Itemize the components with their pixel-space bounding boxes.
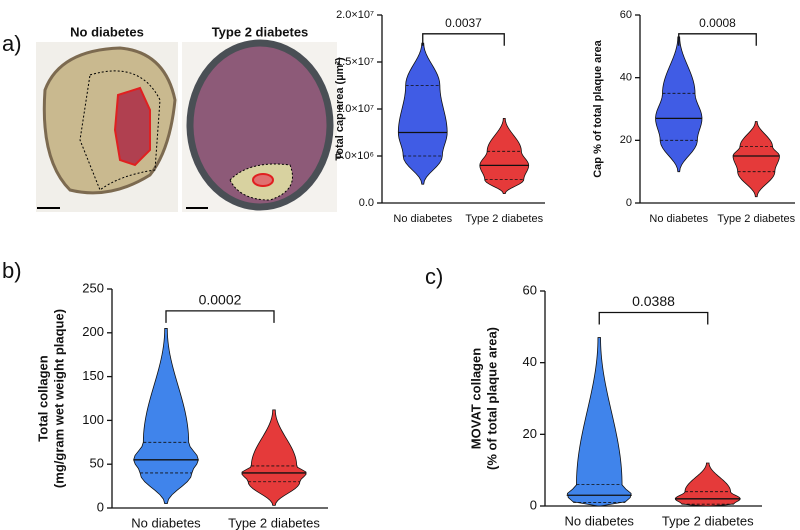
y-tick-label: 150 xyxy=(82,368,104,383)
x-tick-label: No diabetes xyxy=(649,213,708,225)
violin xyxy=(566,337,632,507)
y-tick-label: 60 xyxy=(523,282,537,297)
x-tick-label: Type 2 diabetes xyxy=(228,515,320,530)
micrograph xyxy=(182,39,337,212)
y-axis-title: (% of total plaque area) xyxy=(484,327,499,470)
panel-label: a) xyxy=(2,31,22,56)
y-tick-label: 40 xyxy=(620,72,632,84)
image-label: No diabetes xyxy=(70,24,144,39)
y-tick-label: 0 xyxy=(530,497,537,512)
p-value: 0.0037 xyxy=(445,16,482,30)
panel-label: b) xyxy=(2,258,22,283)
y-tick-label: 0 xyxy=(626,197,632,209)
y-axis-title: Total collagen xyxy=(35,355,50,441)
y-tick-label: 250 xyxy=(82,280,104,295)
y-axis-title: (mg/gram wet weight plaque) xyxy=(51,309,66,488)
micrograph xyxy=(36,42,178,212)
y-tick-label: 20 xyxy=(620,134,632,146)
significance-bracket xyxy=(422,33,505,46)
y-tick-label: 1.0×10⁷ xyxy=(336,103,374,115)
violin xyxy=(241,409,307,506)
x-tick-label: Type 2 diabetes xyxy=(465,213,543,225)
x-tick-label: No diabetes xyxy=(393,213,452,225)
y-tick-label: 0 xyxy=(97,499,104,514)
panel-label: c) xyxy=(425,264,443,289)
violin xyxy=(655,36,703,173)
violin xyxy=(479,118,530,194)
y-tick-label: 5.0×10⁶ xyxy=(336,150,374,162)
y-tick-label: 40 xyxy=(523,354,537,369)
y-axis-title: Total cap area (µm²) xyxy=(334,57,346,161)
x-tick-label: No diabetes xyxy=(131,515,201,530)
violin xyxy=(133,328,199,505)
p-value: 0.0008 xyxy=(699,16,736,30)
y-axis-title: MOVAT collagen xyxy=(468,348,483,449)
y-tick-label: 100 xyxy=(82,412,104,427)
y-tick-label: 50 xyxy=(90,456,104,471)
p-value: 0.0388 xyxy=(632,293,675,309)
violin xyxy=(674,462,741,507)
x-tick-label: Type 2 diabetes xyxy=(662,513,754,528)
y-tick-label: 0.0 xyxy=(359,197,374,209)
y-tick-label: 1.5×10⁷ xyxy=(336,56,374,68)
violin xyxy=(397,42,448,185)
y-tick-label: 2.0×10⁷ xyxy=(336,9,374,21)
x-tick-label: Type 2 diabetes xyxy=(717,213,795,225)
x-tick-label: No diabetes xyxy=(565,513,635,528)
significance-bracket xyxy=(165,310,275,323)
significance-bracket xyxy=(598,311,709,325)
y-tick-label: 60 xyxy=(620,9,632,21)
p-value: 0.0002 xyxy=(199,292,242,308)
violin xyxy=(732,121,780,198)
image-label: Type 2 diabetes xyxy=(212,24,309,39)
y-axis-title: Cap % of total plaque area xyxy=(592,39,604,177)
y-tick-label: 20 xyxy=(523,426,537,441)
significance-bracket xyxy=(678,33,757,46)
y-tick-label: 200 xyxy=(82,324,104,339)
